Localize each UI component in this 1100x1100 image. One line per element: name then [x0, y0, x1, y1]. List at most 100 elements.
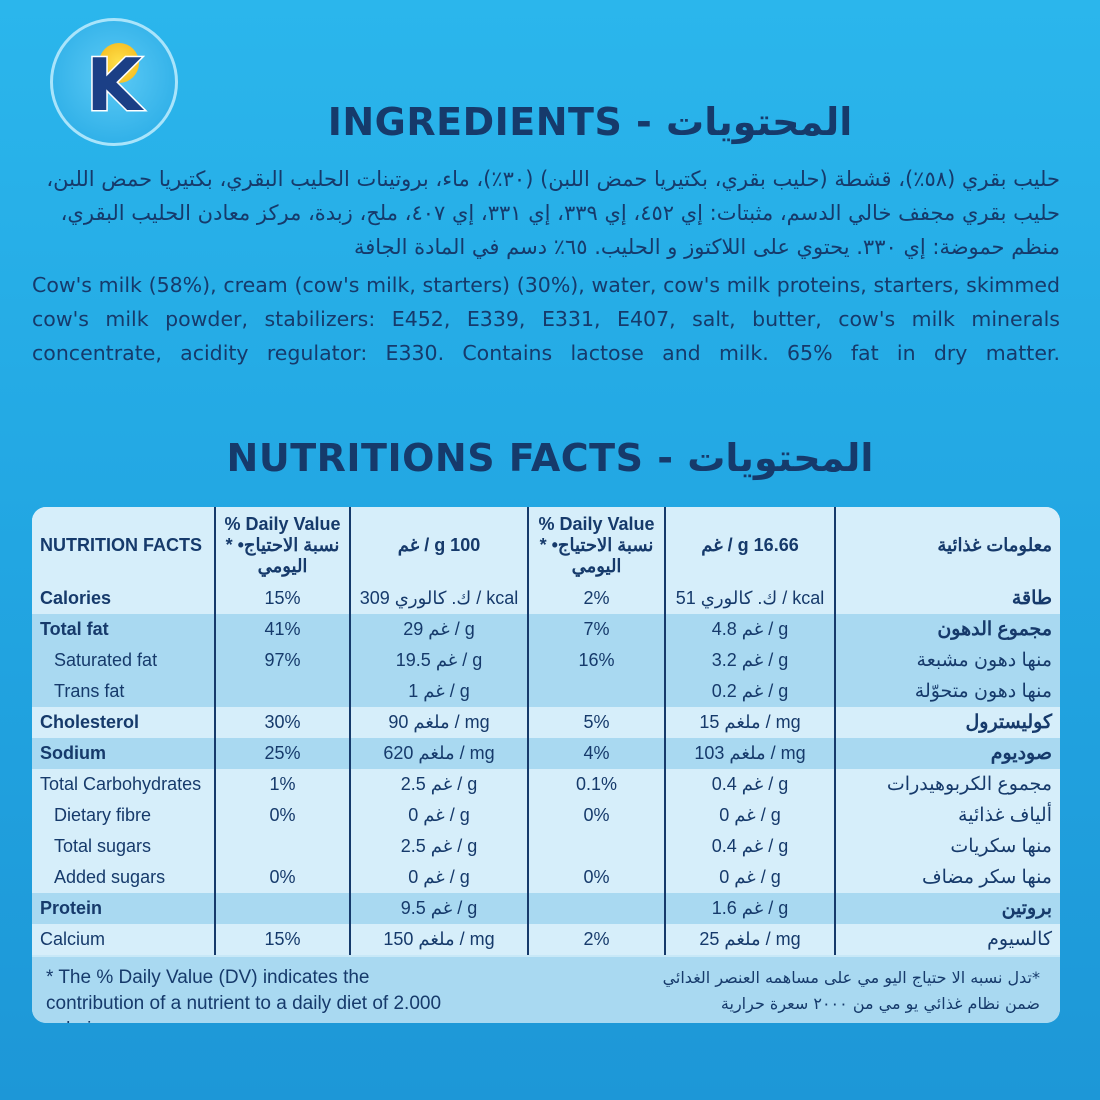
cell-name: Added sugars [54, 867, 166, 887]
cell-name: Calories [40, 588, 112, 608]
cell-dv100: 25% [214, 738, 350, 769]
cell-ar: ألياف غذائية [834, 800, 1060, 831]
cell-ar: منها دهون مشبعة [834, 645, 1060, 676]
cell-name: Dietary fibre [54, 805, 152, 825]
cell-dv100: 15% [214, 583, 350, 614]
cell-ar: منها دهون متحوّلة [834, 676, 1060, 707]
cell-dv100 [214, 893, 350, 924]
nutrition-title: NUTRITIONS FACTS - المحتويات [226, 436, 874, 480]
cell-perp: 4.8 غم / g [664, 614, 835, 645]
cell-perp: 3.2 غم / g [664, 645, 835, 676]
cell-per100: 29 غم / g [349, 614, 528, 645]
cell-ar: منها سكريات [834, 831, 1060, 862]
cell-per100: 2.5 غم / g [349, 831, 528, 862]
cell-dvp: 0% [527, 862, 665, 893]
cell-perp: 0.4 غم / g [664, 831, 835, 862]
cell-ar: كالسيوم [834, 924, 1060, 955]
table-row: Trans fat 1 غم / g 0.2 غم / g منها دهون متح… [32, 676, 1060, 707]
cell-perp: 1.6 غم / g [664, 893, 835, 924]
cell-dvp: 2% [527, 583, 665, 614]
cell-dvp: 4% [527, 738, 665, 769]
header-per-portion: غم / g 16.66 [664, 507, 835, 583]
table-row: Added sugars 0% 0 غم / g 0% 0 غم / g منها سكر… [32, 862, 1060, 893]
cell-per100: 0 غم / g [349, 862, 528, 893]
cell-ar: كوليسترول [834, 707, 1060, 738]
table-row: Protein 9.5 غم / g 1.6 غم / g بروتين [32, 893, 1060, 924]
header-dv-100: % Daily Value * •نسبة الاحتياج اليومي [214, 507, 350, 583]
cell-per100: 90 ملغم / mg [349, 707, 528, 738]
cell-per100: 2.5 غم / g [349, 769, 528, 800]
cell-dv100: 97% [214, 645, 350, 676]
cell-per100: 1 غم / g [349, 676, 528, 707]
cell-dvp [527, 831, 665, 862]
cell-per100: 150 ملغم / mg [349, 924, 528, 955]
cell-name: Total Carbohydrates [40, 774, 202, 794]
header-nutrition-facts: NUTRITION FACTS [32, 507, 215, 583]
cell-perp: 25 ملغم / mg [664, 924, 835, 955]
header-dv-portion: % Daily Value * •نسبة الاحتياج اليومي [527, 507, 665, 583]
cell-name: Calcium [40, 929, 106, 949]
footnote-english: * The % Daily Value (DV) indicates the c… [46, 967, 442, 1023]
ingredients-title: INGREDIENTS - المحتويات [327, 100, 853, 144]
cell-dv100 [214, 676, 350, 707]
cell-ar: طاقة [834, 583, 1060, 614]
cell-perp: 0.2 غم / g [664, 676, 835, 707]
cell-ar: بروتين [834, 893, 1060, 924]
cell-ar: مجموع الكربوهيدرات [834, 769, 1060, 800]
ingredients-english: Cow's milk (58%), cream (cow's milk, sta… [32, 273, 1060, 365]
footnote: * The % Daily Value (DV) indicates the c… [32, 957, 1060, 1023]
header-arabic: معلومات غذائية [834, 507, 1060, 583]
sun-icon [99, 43, 139, 83]
cell-dv100: 0% [214, 862, 350, 893]
cell-dvp [527, 893, 665, 924]
cell-name: Protein [40, 898, 103, 918]
table-row: Total sugars 2.5 غم / g 0.4 غم / g منها سكر… [32, 831, 1060, 862]
cell-perp: 0.4 غم / g [664, 769, 835, 800]
brand-logo: K [50, 18, 178, 146]
table-row: Sodium 25% 620 ملغم / mg 4% 103 ملغم / mg صود… [32, 738, 1060, 769]
nutrition-table: NUTRITION FACTS % Daily Value * •نسبة ال… [32, 507, 1060, 1023]
cell-ar: مجموع الدهون [834, 614, 1060, 645]
cell-dvp: 5% [527, 707, 665, 738]
cell-name: Saturated fat [54, 650, 158, 670]
cell-per100: 309 ك. كالوري / kcal [349, 583, 528, 614]
cell-dv100: 15% [214, 924, 350, 955]
cell-name: Cholesterol [40, 712, 140, 732]
cell-dv100: 1% [214, 769, 350, 800]
cell-dvp: 0% [527, 800, 665, 831]
ingredients-arabic: حليب بقري (٥٨٪)، قشطة (حليب بقري، بكتيري… [46, 167, 1060, 259]
cell-dvp: 0.1% [527, 769, 665, 800]
table-row: Calories 15% 309 ك. كالوري / kcal 2% 51 ك. ك… [32, 583, 1060, 614]
cell-dvp: 7% [527, 614, 665, 645]
header-per-100: غم / g 100 [349, 507, 528, 583]
cell-name: Total fat [40, 619, 109, 639]
cell-per100: 9.5 غم / g [349, 893, 528, 924]
logo-letter: K [85, 42, 144, 129]
cell-perp: 0 غم / g [664, 862, 835, 893]
table-row: Cholesterol 30% 90 ملغم / mg 5% 15 ملغم / mg… [32, 707, 1060, 738]
table-row: Dietary fibre 0% 0 غم / g 0% 0 غم / g ألياف غ… [32, 800, 1060, 831]
table-row: Calcium 15% 150 ملغم / mg 2% 25 ملغم / mg كال… [32, 924, 1060, 955]
cell-dvp: 16% [527, 645, 665, 676]
cell-ar: منها سكر مضاف [834, 862, 1060, 893]
cell-per100: 0 غم / g [349, 800, 528, 831]
cell-perp: 15 ملغم / mg [664, 707, 835, 738]
table-row: Saturated fat 97% 19.5 غم / g 16% 3.2 غم / g… [32, 645, 1060, 676]
cell-dv100: 30% [214, 707, 350, 738]
cell-dv100: 41% [214, 614, 350, 645]
cell-per100: 620 ملغم / mg [349, 738, 528, 769]
cell-perp: 103 ملغم / mg [664, 738, 835, 769]
table-row: Total fat 41% 29 غم / g 7% 4.8 غم / g مجموع ا… [32, 614, 1060, 645]
cell-ar: صوديوم [834, 738, 1060, 769]
cell-name: Total sugars [54, 836, 152, 856]
cell-name: Sodium [40, 743, 106, 763]
cell-perp: 0 غم / g [664, 800, 835, 831]
cell-dvp: 2% [527, 924, 665, 955]
footnote-arabic: *تدل نسبه الا حتياج اليو مي على مساهمه ا… [662, 968, 1040, 1013]
cell-per100: 19.5 غم / g [349, 645, 528, 676]
cell-dv100 [214, 831, 350, 862]
cell-name: Trans fat [54, 681, 125, 701]
cell-dv100: 0% [214, 800, 350, 831]
cell-perp: 51 ك. كالوري / kcal [664, 583, 835, 614]
table-row: Total Carbohydrates 1% 2.5 غم / g 0.1% 0.4 غ… [32, 769, 1060, 800]
